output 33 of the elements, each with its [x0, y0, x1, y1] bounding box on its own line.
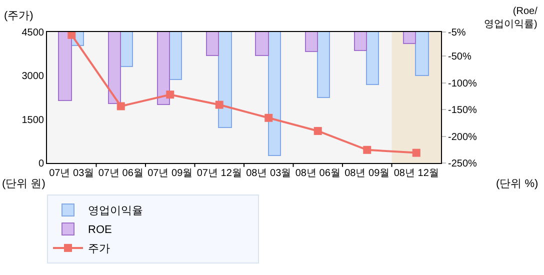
y2-tick-label: -50%: [448, 52, 472, 63]
legend-label: 주가: [88, 243, 110, 256]
y-axis-title: (주가): [4, 10, 34, 22]
y-tick-label: 4500: [22, 28, 44, 38]
text: (단위 원): [2, 178, 46, 190]
y2-tick-label: -100%: [448, 78, 478, 90]
point: [116, 102, 125, 110]
y-tick-label: 0: [38, 158, 44, 170]
text: (단위 %): [496, 178, 538, 190]
legend-label: ROE: [88, 224, 112, 236]
x-tick-label: 08년 12월: [394, 168, 439, 179]
y2-tick-label: -5%: [448, 28, 466, 38]
point: [264, 114, 273, 122]
point: [363, 146, 372, 154]
point: [166, 90, 174, 99]
x-tick-label: 07년 06월: [98, 168, 144, 179]
x-tick-label: 08년 06월: [295, 168, 340, 179]
legend-label: 영업이익율: [88, 205, 143, 218]
x-tick-label: 07년 12월: [196, 168, 242, 179]
x-tick-label: 08년 03월: [246, 168, 292, 179]
point: [412, 148, 420, 157]
x-tick-label: 07년 03월: [49, 168, 94, 179]
y-tick-label: 1500: [22, 114, 44, 126]
point: [314, 126, 322, 135]
y2-axis-title: (Roe/ 영업이익률): [484, 6, 538, 30]
point: [215, 100, 224, 109]
y2-tick-label: -150%: [448, 105, 478, 116]
y2-tick-label: -200%: [448, 132, 478, 143]
point: [68, 32, 76, 39]
x-tick-label: 08년 09월: [344, 168, 390, 179]
y2-tick-label: -250%: [448, 158, 478, 170]
x-tick-label: 07년 09월: [148, 168, 193, 179]
y-tick-label: 3000: [22, 71, 44, 82]
